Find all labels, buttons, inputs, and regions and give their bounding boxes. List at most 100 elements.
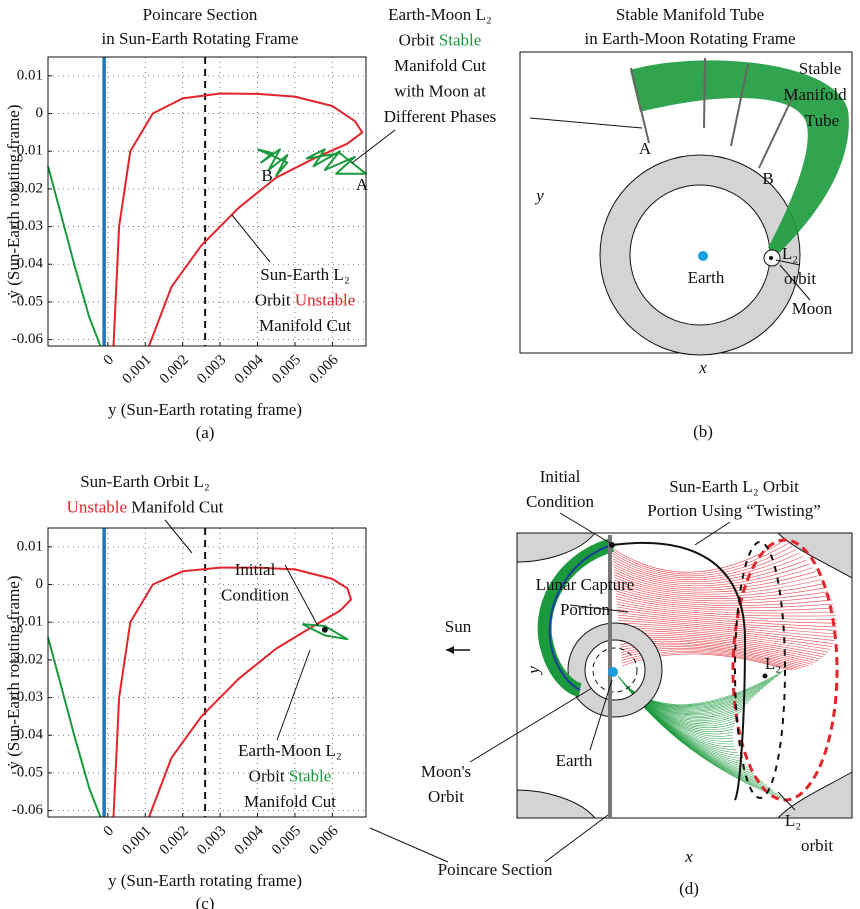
red-manifold-strand: [618, 622, 834, 644]
diagram-label: Tube: [805, 111, 839, 130]
leader: [529, 117, 643, 129]
diagram-label: orbit: [801, 836, 833, 855]
leader: [284, 564, 319, 627]
diagram-label: Condition: [526, 492, 595, 511]
annotation-part: Stable: [439, 30, 482, 49]
curve: [305, 148, 367, 175]
annotation: Different Phases: [384, 107, 497, 126]
leader: [164, 519, 193, 554]
annotation-part: Orbit: [255, 290, 295, 309]
curve: [47, 166, 102, 347]
red-manifold-strand: [616, 604, 837, 620]
y-tick-label: -0.01: [12, 614, 43, 630]
diagram-label: Earth: [556, 751, 593, 770]
x-tick-label: 0.004: [232, 352, 268, 388]
diagram-title: Stable Manifold Tube: [616, 5, 764, 24]
red-manifold-strand: [617, 609, 837, 628]
red-manifold-strand: [616, 606, 837, 624]
diagram-label: Portion Using “Twisting”: [647, 501, 821, 520]
red-manifold-strand: [612, 549, 796, 579]
y-tick-label: -0.05: [12, 764, 43, 780]
chart-subtitle: in Sun-Earth Rotating Frame: [102, 29, 299, 48]
forbidden-region: [776, 771, 853, 819]
x-tick-label: 0.005: [269, 352, 304, 387]
forbidden-region: [776, 532, 853, 579]
cut-line: [730, 63, 749, 147]
x-tick-label: 0.002: [157, 352, 192, 387]
annotation-part: with Moon at: [394, 81, 486, 100]
x-tick-label: 0.006: [306, 823, 342, 859]
leader: [276, 649, 311, 741]
leader: [777, 791, 796, 811]
plot-frame: [47, 527, 367, 818]
y-tick-label: 0: [36, 105, 44, 121]
y-tick-label: 0: [36, 576, 44, 592]
annotation-part: Earth-Moon L₂: [238, 741, 342, 760]
cut-line: [630, 67, 650, 144]
x-tick-label: 0.003: [194, 352, 229, 387]
annotation: with Moon at: [394, 81, 486, 100]
x-tick-label: 0.006: [306, 352, 342, 388]
frame: [516, 532, 853, 819]
red-manifold-strand: [612, 545, 793, 577]
y-tick-label: -0.04: [12, 727, 44, 743]
red-manifold-strand: [616, 601, 837, 617]
y-tick-label: 0.01: [17, 67, 43, 83]
diagram-label: Moon: [792, 299, 833, 318]
diagram-label: Moon's: [421, 762, 471, 781]
red-manifold-strand: [621, 649, 800, 670]
y-axis-label: ẏ (Sun-Earth rotating frame): [4, 575, 23, 769]
annotation: Orbit Unstable: [255, 290, 356, 309]
sun-arrowhead: [446, 646, 454, 654]
annotation-part: Manifold Cut: [394, 56, 486, 75]
annotation: A: [356, 175, 369, 194]
diagram-label: L₂: [785, 811, 801, 830]
red-manifold-strand: [613, 571, 816, 591]
annotation: Manifold Cut: [394, 56, 486, 75]
annotation: Sun-Earth Orbit L₂: [80, 472, 210, 491]
annotation-part: Manifold Cut: [244, 792, 336, 811]
red-manifold-strand: [621, 653, 789, 671]
earth: [608, 667, 618, 677]
diagram-label: Sun-Earth L₂ Orbit: [669, 477, 799, 496]
diagram-label: x: [684, 847, 693, 866]
forbidden-region: [516, 532, 597, 563]
leader: [544, 814, 609, 863]
point: [321, 626, 328, 633]
curve: [112, 92, 364, 347]
annotation: Sun-Earth L₂: [260, 265, 350, 284]
red-manifold-strand: [618, 620, 835, 641]
panel-label: (c): [196, 894, 215, 909]
annotation: Unstable Manifold Cut: [67, 497, 224, 516]
curve: [112, 566, 352, 818]
x-tick-label: 0.001: [119, 352, 154, 387]
red-manifold-strand: [615, 593, 834, 609]
annotation: Manifold Cut: [259, 316, 351, 335]
red-manifold-strand: [621, 652, 792, 671]
red-manifold-strand: [616, 595, 835, 611]
diagram-label: Lunar Capture: [536, 575, 635, 594]
red-manifold-strand: [615, 590, 832, 606]
annotation: Orbit Stable: [399, 30, 482, 49]
leader: [779, 264, 811, 301]
panel-d-overlay: [369, 512, 839, 863]
l2-point: [762, 673, 768, 679]
red-manifold-strand: [613, 567, 813, 589]
cut-line: [758, 91, 796, 169]
red-manifold-strand: [614, 577, 822, 595]
x-tick-label: 0.005: [269, 823, 304, 858]
annotation-part: Orbit: [249, 766, 289, 785]
diagram-label: Earth: [688, 268, 725, 287]
leader: [569, 604, 629, 613]
x-axis-label: y (Sun-Earth rotating frame): [108, 871, 302, 890]
leader: [559, 512, 611, 544]
red-manifold-strand: [621, 650, 796, 670]
y-tick-label: -0.01: [12, 143, 43, 159]
curve: [47, 637, 102, 818]
x-tick-label: 0.001: [119, 823, 154, 858]
annotation-part: Orbit: [399, 30, 439, 49]
annotation-part: B: [261, 166, 272, 185]
moon-orbit-ring: [567, 622, 663, 718]
panel-label: (b): [693, 422, 713, 441]
leader: [469, 687, 593, 763]
